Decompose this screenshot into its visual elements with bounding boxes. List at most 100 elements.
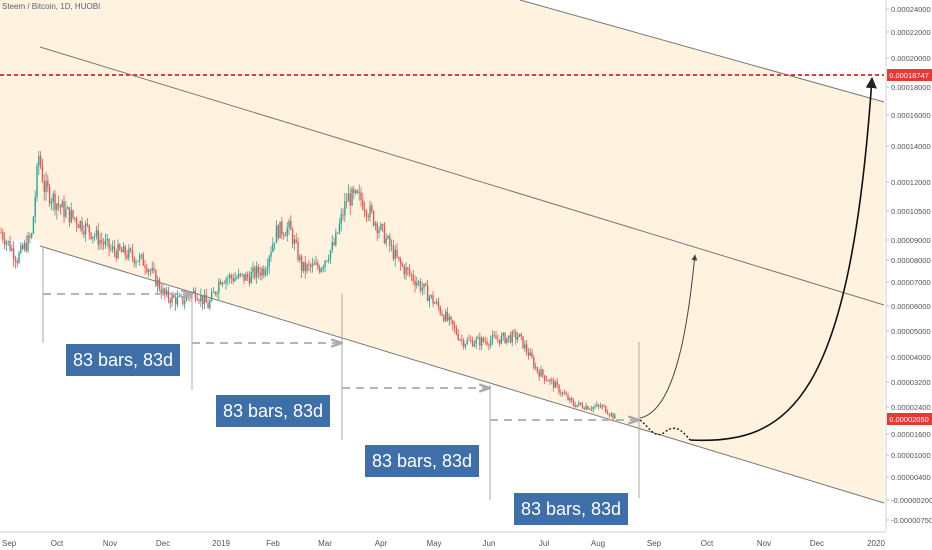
candle-body [569, 398, 571, 401]
candle-body [340, 214, 342, 224]
candle-body [410, 274, 413, 276]
candle-body [470, 339, 472, 341]
candle-body [205, 294, 207, 303]
candle-body [401, 264, 404, 267]
channel-top-outer [519, 0, 885, 103]
candle-body [102, 242, 105, 245]
candle-body [306, 264, 308, 272]
candle-body [39, 155, 42, 167]
candle-body [318, 267, 321, 273]
candle-body [444, 311, 447, 321]
time-tick-label: May [426, 539, 441, 548]
candle-body [225, 278, 227, 284]
candle-body [457, 334, 459, 340]
candle-body [81, 221, 83, 232]
candle-body [417, 281, 420, 283]
candle-body [84, 223, 87, 235]
candle-body [594, 406, 596, 408]
candle-body [151, 268, 153, 271]
candle-body [491, 335, 494, 341]
candle-body [336, 232, 339, 234]
chart-title: Steem / Bitcoin, 1D, HUOBI [2, 2, 101, 11]
candle-body [583, 407, 585, 410]
candle-body [497, 339, 499, 341]
candle-body [327, 259, 330, 261]
candle-body [248, 276, 251, 284]
candle-body [221, 282, 224, 285]
candle-body [158, 279, 161, 290]
candle-body [471, 340, 474, 347]
current-price-tag-text: 0.00002050 [889, 415, 929, 424]
candle-body [522, 336, 524, 349]
candle-body [198, 300, 200, 302]
time-tick-label: 2020 [867, 539, 885, 548]
price-tick-label: -0.00000750 [891, 516, 932, 525]
price-axis[interactable]: 0.00024000 0.00022000 0.00020000 0.00018000… [885, 0, 932, 530]
candle-body [227, 278, 229, 279]
candle-body [147, 270, 150, 273]
price-tick-label: 0.00009000 [891, 236, 931, 245]
candle-body [578, 402, 580, 405]
candle-body [93, 236, 96, 237]
candle-body [450, 316, 452, 321]
time-tick-label: Sep [647, 539, 662, 548]
candle-body [421, 288, 423, 291]
candle-body [14, 258, 17, 261]
candle-body [182, 295, 184, 304]
candle-body [434, 303, 436, 304]
candle-body [570, 398, 573, 402]
projection-main-arrow [689, 76, 877, 442]
candle-body [439, 306, 441, 314]
time-tick-label: Nov [757, 539, 771, 548]
candle-body [273, 242, 276, 244]
candle-body [234, 278, 236, 282]
candle-body [128, 248, 130, 258]
candle-body [160, 289, 162, 295]
candle-body [309, 264, 312, 267]
candle-body [281, 221, 283, 235]
candle-body [608, 414, 611, 416]
price-tick-label: -0.00000200 [891, 496, 932, 505]
candle-body [392, 245, 395, 259]
candle-body [106, 238, 108, 241]
candle-body [403, 266, 405, 275]
candle-body [268, 256, 270, 267]
candle-body [277, 225, 279, 239]
candle-body [57, 203, 60, 206]
candle-body [547, 380, 549, 382]
price-tick-label: 0.00007000 [891, 278, 931, 287]
candle-body [412, 275, 414, 281]
price-tick-label: 0.00022000 [891, 28, 931, 37]
candle-body [32, 216, 35, 234]
candle-body [3, 239, 6, 245]
candle-body [365, 211, 368, 217]
candle-body [432, 295, 434, 304]
candle-body [203, 294, 206, 304]
candle-body [518, 333, 521, 338]
candle-body [194, 290, 197, 299]
candle-body [257, 266, 260, 273]
candle-body [297, 242, 299, 260]
time-axis[interactable]: Sep Oct Nov Dec 2019 Feb Mar Apr May Jun Jul Aug Sep… [0, 531, 886, 548]
candle-body [115, 251, 117, 259]
candle-body [288, 220, 290, 228]
candle-body [572, 401, 575, 405]
channel-fill [0, 0, 884, 503]
candle-body [479, 337, 481, 346]
candle-body [239, 273, 242, 275]
candle-body [149, 270, 152, 271]
candle-body [284, 235, 287, 237]
candle-body [405, 267, 407, 275]
bar-count-label-2: 83 bars, 83d [216, 395, 331, 427]
candle-body [7, 241, 9, 243]
candle-body [59, 205, 62, 208]
candle-body [138, 256, 141, 262]
candle-body [23, 242, 26, 250]
price-tick-label: 0.00003200 [891, 378, 931, 387]
candle-body [488, 344, 490, 346]
candle-body [140, 254, 143, 257]
time-tick-label: Apr [375, 539, 388, 548]
candle-body [241, 273, 243, 275]
candle-body [338, 223, 341, 233]
